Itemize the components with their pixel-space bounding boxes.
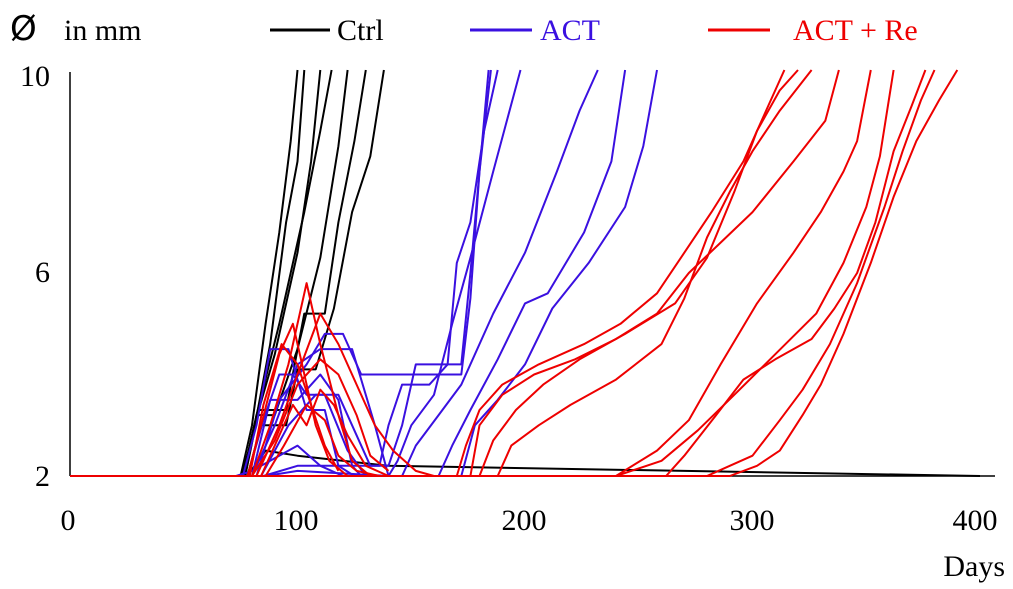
series-line-act-re-8 xyxy=(70,69,786,477)
y-tick-6: 6 xyxy=(35,256,50,289)
series-line-act-re-16 xyxy=(70,69,959,477)
x-tick-400: 400 xyxy=(953,504,998,537)
y-axis-label: in mm xyxy=(64,14,142,47)
series-line-act-re-14 xyxy=(70,69,927,477)
y-tick-10: 10 xyxy=(20,60,50,93)
series-line-act-re-10 xyxy=(70,69,799,477)
series-line-ctrl-7 xyxy=(70,69,385,477)
series-line-ctrl-5 xyxy=(70,69,349,477)
series-line-act-re-9 xyxy=(70,69,840,477)
series-line-act-re-15 xyxy=(70,69,936,477)
legend-label-ctrl: Ctrl xyxy=(337,14,384,47)
series-line-act-re-4 xyxy=(70,358,390,477)
x-axis-label: Days xyxy=(943,550,1005,583)
x-tick-0: 0 xyxy=(61,504,76,537)
series-line-act-8 xyxy=(70,69,499,477)
series-line-act-re-2 xyxy=(70,343,340,477)
x-tick-200: 200 xyxy=(502,504,547,537)
series-line-act-9 xyxy=(70,69,522,477)
series-line-act-re-5 xyxy=(70,312,435,477)
series-line-act-re-7 xyxy=(70,403,380,477)
series-line-act-re-6 xyxy=(70,388,389,477)
legend: Ctrl ACT ACT + Re xyxy=(270,14,918,47)
diameter-symbol: Ø xyxy=(10,9,37,49)
x-tick-100: 100 xyxy=(274,504,319,537)
legend-label-act: ACT xyxy=(540,14,600,47)
series-line-ctrl-8 xyxy=(70,449,981,477)
series-line-act-re-11 xyxy=(70,69,813,477)
series-line-act-re-13 xyxy=(70,69,895,477)
series-line-act-12 xyxy=(70,69,658,477)
series-line-act-re-3 xyxy=(70,282,371,477)
series-layer xyxy=(70,69,981,477)
x-tick-300: 300 xyxy=(730,504,775,537)
y-tick-2: 2 xyxy=(35,460,50,493)
series-line-act-6 xyxy=(70,69,490,477)
legend-label-act-re: ACT + Re xyxy=(793,14,918,47)
series-line-act-2 xyxy=(70,348,355,477)
series-line-ctrl-6 xyxy=(70,69,367,477)
